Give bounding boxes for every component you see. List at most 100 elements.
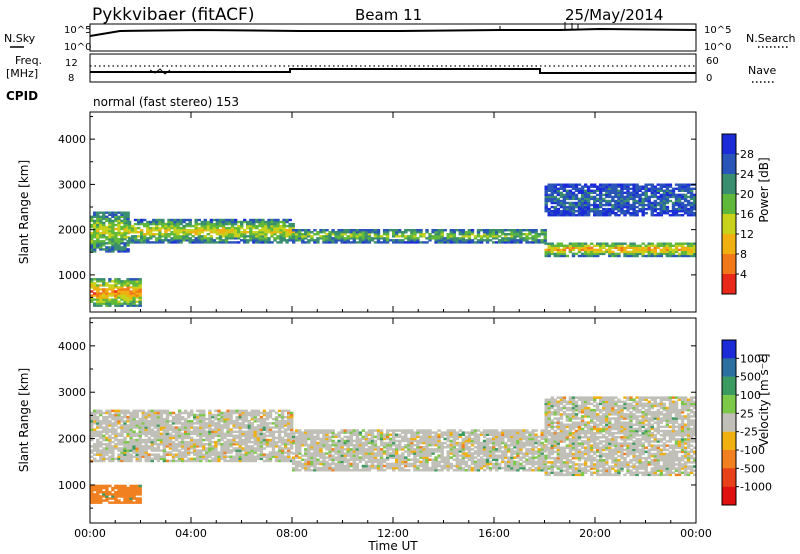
velocity-cell (171, 420, 176, 423)
velocity-cell (150, 417, 154, 421)
power-cell (510, 235, 514, 238)
velocity-cell (232, 455, 236, 458)
velocity-cell (244, 457, 248, 461)
velocity-cell (114, 445, 118, 448)
velocity-cell (120, 434, 124, 438)
power-cell (617, 246, 621, 249)
velocity-cell (274, 415, 279, 419)
power-cell (123, 290, 127, 293)
power-cell (221, 226, 226, 230)
velocity-cell (202, 434, 206, 438)
power-cell (93, 229, 97, 233)
velocity-cell (180, 411, 185, 415)
velocity-cell (373, 456, 378, 459)
power-cell (123, 298, 127, 301)
velocity-cell (223, 420, 227, 423)
power-cell (108, 229, 112, 233)
power-cell (117, 248, 121, 251)
velocity-cell (108, 411, 112, 415)
velocity-cell (301, 439, 305, 443)
power-cell (671, 248, 676, 252)
power-cell (331, 229, 335, 232)
velocity-cell (290, 436, 294, 440)
velocity-cell (358, 458, 363, 461)
power-cell (683, 185, 688, 188)
power-cell (659, 214, 663, 217)
power-cell (559, 214, 564, 217)
velocity-cell (343, 439, 347, 443)
power-cell (547, 195, 551, 199)
power-cell (105, 229, 109, 233)
velocity-cell (401, 458, 405, 461)
power-cell (105, 227, 109, 231)
power-cell (553, 252, 557, 256)
power-cell (668, 242, 673, 245)
power-cell (93, 288, 97, 291)
velocity-cell (385, 435, 390, 439)
velocity-cell (262, 447, 267, 450)
velocity-cell (392, 443, 396, 447)
power-cell (434, 229, 438, 232)
velocity-cell (223, 426, 227, 429)
velocity-cell (126, 434, 130, 438)
power-cell (401, 231, 405, 234)
velocity-cell (250, 445, 254, 448)
power-cell (501, 231, 505, 234)
power-cell (176, 231, 180, 234)
velocity-cell (464, 460, 469, 464)
power-cell (99, 298, 103, 301)
velocity-cell (446, 454, 450, 457)
velocity-cell (177, 422, 182, 425)
power-cell (373, 241, 378, 244)
velocity-cell (325, 466, 329, 470)
power-cell (583, 212, 588, 215)
velocity-cell (355, 446, 359, 449)
power-cell (461, 231, 466, 234)
power-cell (617, 248, 621, 252)
freq-tick-high: 12 (65, 58, 78, 69)
velocity-cell (111, 432, 115, 436)
velocity-cell (129, 422, 133, 425)
power-cell (686, 201, 691, 205)
velocity-cell (407, 431, 411, 434)
power-cell (553, 210, 557, 213)
velocity-cell (346, 431, 350, 434)
power-cell (114, 233, 118, 237)
velocity-cell (208, 426, 212, 429)
velocity-cell (196, 420, 200, 423)
velocity-cell (331, 466, 335, 470)
velocity-cell (443, 437, 447, 441)
power-cell (531, 237, 535, 240)
velocity-cell (165, 409, 170, 413)
velocity-cell (214, 415, 218, 419)
velocity-cell (177, 455, 182, 458)
power-cell (319, 229, 323, 232)
power-cell (149, 241, 153, 244)
velocity-cell (298, 435, 302, 439)
velocity-cell (90, 430, 94, 433)
velocity-cell (298, 441, 302, 445)
velocity-cell (419, 454, 423, 457)
velocity-cell (180, 426, 185, 429)
power-cell (343, 229, 347, 232)
power-cell (343, 239, 347, 242)
velocity-cell (187, 436, 191, 440)
power-cell (611, 210, 615, 213)
power-cell (677, 195, 682, 199)
power-cell (531, 231, 535, 234)
velocity-cell (96, 443, 100, 446)
power-cell (129, 290, 133, 293)
power-cell (547, 197, 551, 201)
power-cell (140, 241, 144, 244)
power-cell (126, 215, 130, 218)
velocity-cell (183, 453, 188, 456)
power-cell (590, 242, 594, 245)
velocity-cell (322, 462, 326, 466)
velocity-cell (190, 445, 194, 448)
power-cell (215, 222, 220, 226)
velocity-cell (256, 438, 261, 442)
velocity-cell (319, 454, 323, 457)
velocity-cell (307, 431, 311, 434)
power-cell (182, 237, 186, 240)
power-cell (492, 237, 496, 240)
